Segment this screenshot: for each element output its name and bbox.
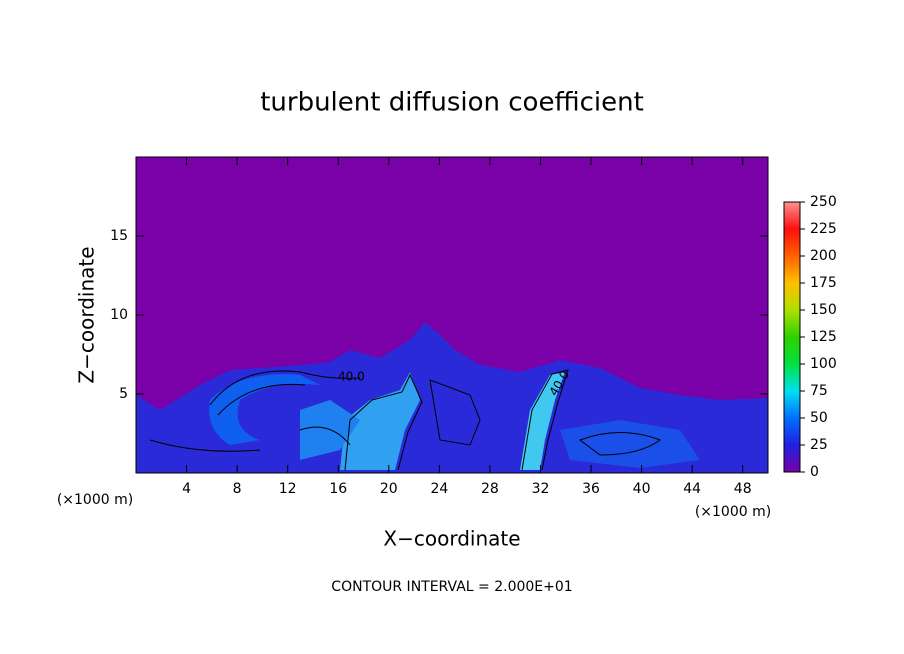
chart-title: turbulent diffusion coefficient xyxy=(260,88,644,118)
x-tick-label: 12 xyxy=(279,481,297,497)
y-axis-title: Z−coordinate xyxy=(75,246,99,383)
x-tick-label: 20 xyxy=(380,481,398,497)
y-tick-label: 15 xyxy=(110,228,128,244)
x-axis-title: X−coordinate xyxy=(383,527,520,551)
footer: CONTOUR INTERVAL = 2.000E+01 xyxy=(331,579,572,595)
colorbar-tick-label: 225 xyxy=(810,221,837,237)
x-tick-label: 4 xyxy=(182,481,191,497)
x-unit-label: (×1000 m) xyxy=(57,492,133,508)
colorbar-tick-label: 125 xyxy=(810,329,837,345)
x-tick-label: 8 xyxy=(233,481,242,497)
x-unit-label: (×1000 m) xyxy=(695,504,771,520)
colorbar-tick-label: 0 xyxy=(810,464,819,480)
y-tick-label: 10 xyxy=(110,307,128,323)
colorbar-tick-label: 100 xyxy=(810,356,837,372)
contour-label: 40.0 xyxy=(338,370,365,384)
x-tick-label: 16 xyxy=(329,481,347,497)
x-tick-label: 44 xyxy=(683,481,701,497)
colorbar-tick-label: 25 xyxy=(810,437,828,453)
x-tick-label: 32 xyxy=(532,481,550,497)
colorbar-tick-label: 250 xyxy=(810,194,837,210)
x-tick-label: 28 xyxy=(481,481,499,497)
y-tick-label: 5 xyxy=(119,386,128,402)
colorbar-tick-label: 150 xyxy=(810,302,837,318)
x-tick-label: 36 xyxy=(582,481,600,497)
x-tick-label: 24 xyxy=(430,481,448,497)
colorbar xyxy=(783,201,801,473)
x-tick-label: 40 xyxy=(633,481,651,497)
field xyxy=(136,157,768,473)
colorbar-tick-label: 200 xyxy=(810,248,837,264)
colorbar-tick-label: 175 xyxy=(810,275,837,291)
x-tick-label: 48 xyxy=(734,481,752,497)
colorbar-tick-label: 75 xyxy=(810,383,828,399)
colorbar-tick-label: 50 xyxy=(810,410,828,426)
